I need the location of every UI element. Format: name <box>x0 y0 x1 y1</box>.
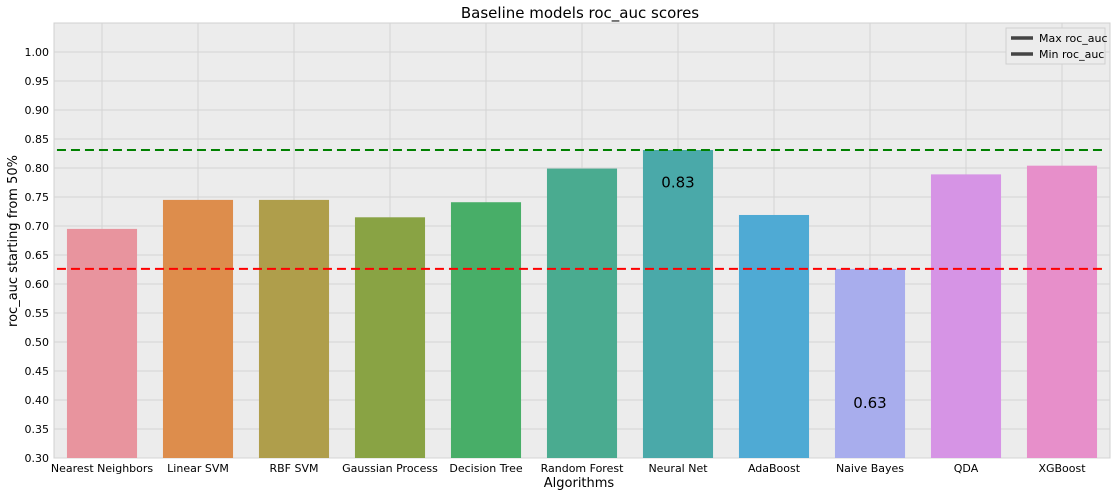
bar <box>450 202 522 458</box>
bar <box>834 268 906 458</box>
data-label: 0.63 <box>853 394 886 412</box>
bar <box>642 150 714 458</box>
bar <box>546 168 618 458</box>
reference-lines <box>56 149 1106 270</box>
data-labels: 0.83 0.63 <box>661 174 886 412</box>
y-tick-label: 0.45 <box>25 365 50 378</box>
chart-title: Baseline models roc_auc scores <box>461 4 699 23</box>
x-axis-label: Algorithms <box>544 476 615 491</box>
legend-box <box>1005 27 1106 65</box>
bar <box>354 217 426 458</box>
bar <box>258 199 330 458</box>
y-tick-label: 0.35 <box>25 423 50 436</box>
y-tick-label: 0.60 <box>25 278 50 291</box>
y-axis-ticks: 0.30 0.35 0.40 0.45 0.50 0.55 0.60 0.65 0.70 0.75… <box>25 46 50 465</box>
data-label: 0.83 <box>661 174 694 192</box>
x-tick-label: Linear SVM <box>167 462 229 475</box>
legend: Max roc_auc Min roc_auc <box>1005 27 1108 65</box>
x-tick-label: Nearest Neighbors <box>51 462 154 475</box>
x-tick-label: Neural Net <box>648 462 708 475</box>
x-tick-label: AdaBoost <box>748 462 801 475</box>
legend-entry-max: Max roc_auc <box>1039 32 1108 45</box>
y-tick-label: 0.75 <box>25 191 50 204</box>
y-tick-label: 0.55 <box>25 307 50 320</box>
x-tick-label: XGBoost <box>1038 462 1086 475</box>
y-tick-label: 0.80 <box>25 162 50 175</box>
y-tick-label: 0.65 <box>25 249 50 262</box>
bar <box>738 214 810 458</box>
x-tick-label: RBF SVM <box>269 462 318 475</box>
bar <box>1026 165 1098 458</box>
x-tick-label: Decision Tree <box>449 462 522 475</box>
legend-entry-min: Min roc_auc <box>1039 48 1104 61</box>
bar <box>930 174 1002 458</box>
y-tick-label: 0.95 <box>25 75 50 88</box>
y-tick-label: 0.50 <box>25 336 50 349</box>
y-tick-label: 0.90 <box>25 104 50 117</box>
x-tick-label: QDA <box>954 462 979 475</box>
x-tick-label: Random Forest <box>541 462 624 475</box>
y-tick-label: 1.00 <box>25 46 50 59</box>
y-tick-label: 0.70 <box>25 220 50 233</box>
x-axis-ticks: Nearest Neighbors Linear SVM RBF SVM Gaussi… <box>51 462 1086 475</box>
bar <box>162 199 234 458</box>
y-tick-label: 0.85 <box>25 133 50 146</box>
bar <box>66 228 138 458</box>
x-tick-label: Naive Bayes <box>836 462 904 475</box>
x-tick-label: Gaussian Process <box>342 462 438 475</box>
bars <box>66 150 1098 458</box>
y-tick-label: 0.30 <box>25 452 50 465</box>
y-tick-label: 0.40 <box>25 394 50 407</box>
y-axis-label: roc_auc starting from 50% <box>6 155 21 327</box>
